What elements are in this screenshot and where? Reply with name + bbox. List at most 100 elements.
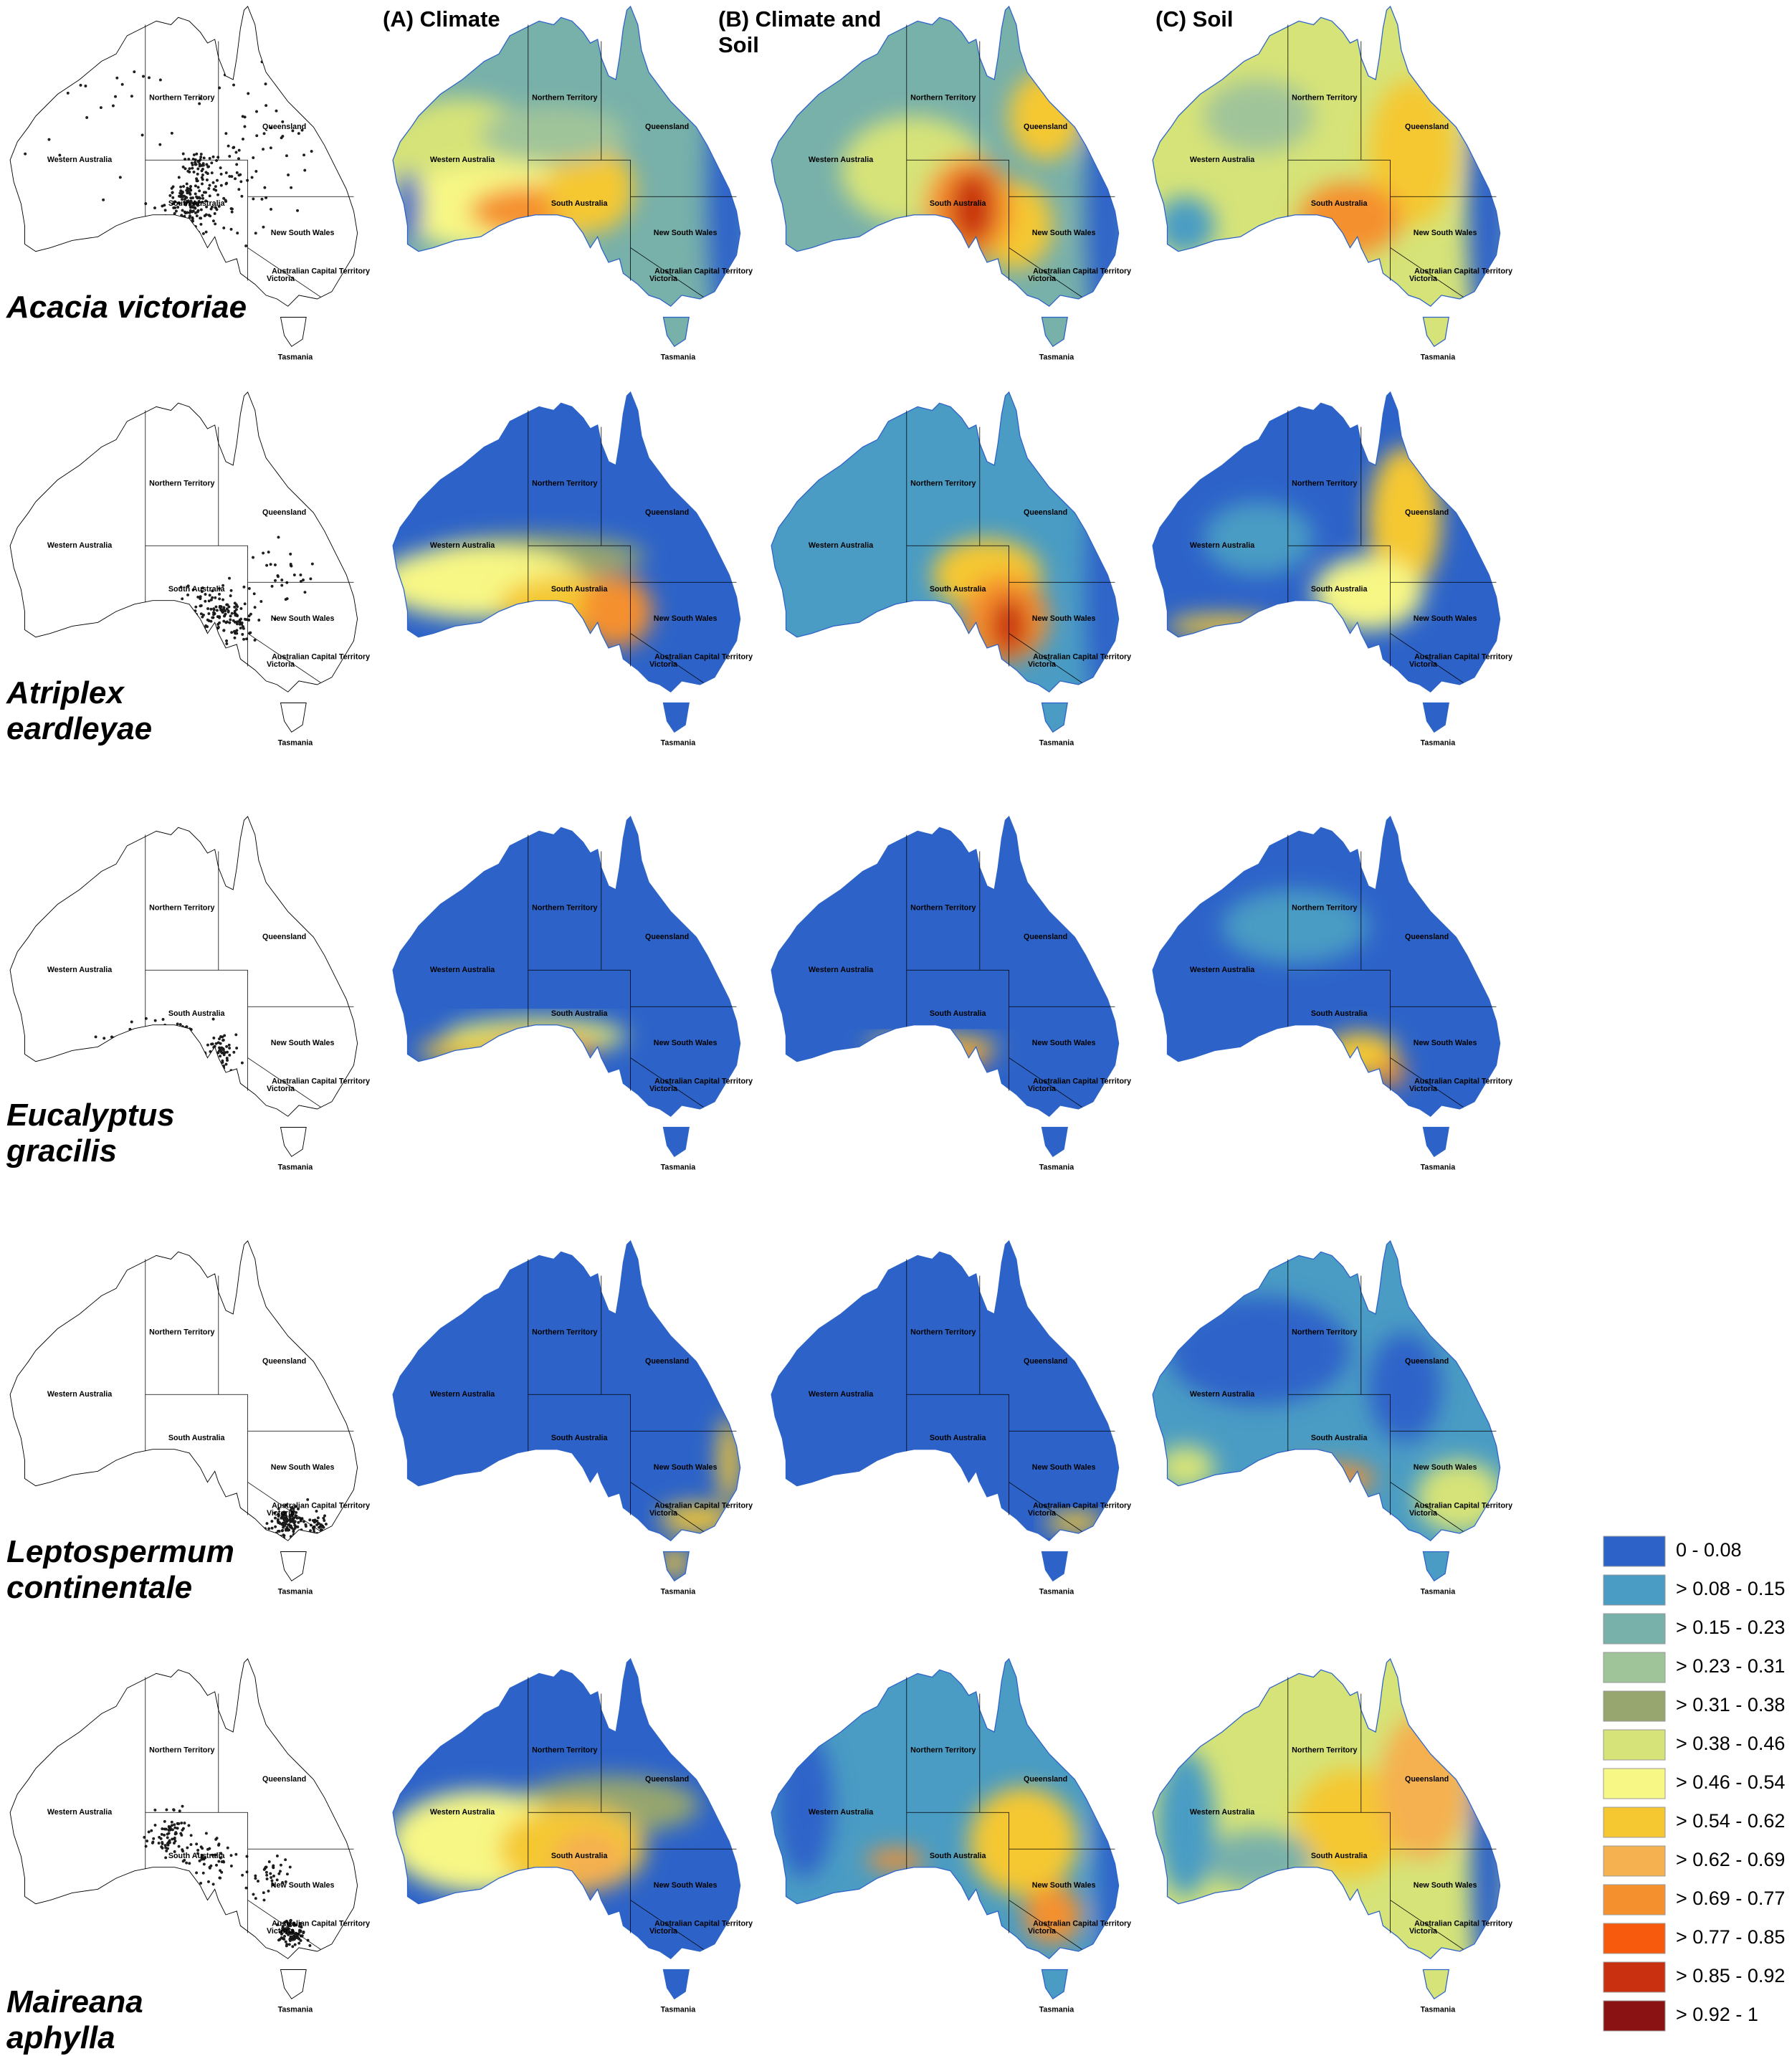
occurrence-point xyxy=(232,146,235,150)
occurrence-point xyxy=(222,619,226,623)
occurrence-point xyxy=(202,156,206,160)
occurrence-point xyxy=(267,1527,271,1531)
species-name: Maireana aphylla xyxy=(6,1984,143,2055)
occurrence-point xyxy=(142,1052,146,1056)
surface-base xyxy=(393,817,740,1157)
occurrence-point xyxy=(209,598,213,601)
surface-patch xyxy=(968,1786,1079,1897)
occurrence-point xyxy=(262,148,265,151)
occurrence-point xyxy=(218,1037,221,1041)
occurrence-point xyxy=(181,1850,185,1853)
occurrence-point xyxy=(262,1531,265,1534)
occurrence-point xyxy=(253,606,257,609)
occurrence-point xyxy=(252,1893,255,1896)
state-label: South Australia xyxy=(1311,1009,1368,1018)
occurrence-point xyxy=(299,574,302,577)
surface-base xyxy=(1153,1241,1500,1581)
occurrence-point xyxy=(235,620,239,624)
occurrence-point xyxy=(237,148,241,152)
occurrence-point xyxy=(225,1044,229,1048)
occurrence-point xyxy=(199,642,203,645)
occurrence-point xyxy=(194,609,197,613)
occurrence-point xyxy=(195,214,199,218)
surface-patch xyxy=(718,1416,740,1505)
occurrence-point xyxy=(267,1532,271,1536)
occurrence-point xyxy=(211,1042,214,1046)
state-label: Victoria xyxy=(267,1509,295,1518)
occurrence-point xyxy=(170,1054,173,1057)
occurrence-point xyxy=(233,636,237,639)
occurrence-point xyxy=(115,76,119,80)
occurrence-point xyxy=(211,616,214,619)
occurrence-point xyxy=(170,131,173,135)
australia-outline xyxy=(771,815,1120,1158)
state-label: New South Wales xyxy=(654,1463,718,1472)
state-label: Tasmania xyxy=(661,738,697,747)
occurrence-point xyxy=(217,1860,221,1863)
occurrence-point xyxy=(181,209,184,212)
legend-label: > 0.31 - 0.38 xyxy=(1676,1694,1785,1715)
state-border xyxy=(906,834,1115,1108)
occurrence-point xyxy=(200,1857,204,1861)
occurrence-point xyxy=(328,1528,331,1532)
occurrence-point xyxy=(181,198,184,201)
occurrence-point xyxy=(191,1044,194,1047)
occurrence-point xyxy=(75,72,78,75)
surface-base xyxy=(771,817,1119,1157)
occurrence-point xyxy=(316,1516,320,1520)
occurrence-point xyxy=(264,1870,268,1874)
occurrence-point xyxy=(320,1523,323,1526)
occurrence-point xyxy=(180,219,184,222)
occurrence-point xyxy=(284,1503,287,1507)
state-label: New South Wales xyxy=(1032,229,1096,237)
occurrence-point xyxy=(234,177,237,181)
occurrence-point xyxy=(174,209,178,213)
occurrence-point xyxy=(185,196,189,199)
occurrence-point xyxy=(229,614,232,618)
occurrence-point xyxy=(140,133,144,137)
australia-outline xyxy=(771,391,1120,733)
occurrence-point xyxy=(200,590,204,594)
state-label: Western Australia xyxy=(809,1808,874,1817)
occurrence-point xyxy=(153,1036,157,1039)
occurrence-point xyxy=(179,1832,183,1835)
occurrence-point xyxy=(174,220,178,224)
occurrence-point xyxy=(199,612,203,616)
occurrence-point xyxy=(191,196,194,200)
occurrence-point xyxy=(189,214,191,218)
occurrence-point xyxy=(223,1034,227,1037)
occurrence-point xyxy=(247,92,250,95)
occurrence-point xyxy=(133,70,136,74)
occurrence-point xyxy=(247,586,251,590)
surface-patch xyxy=(1222,890,1368,963)
occurrence-point xyxy=(224,1062,228,1066)
occurrence-point xyxy=(286,36,290,39)
occurrence-point xyxy=(265,1877,269,1880)
occurrence-point xyxy=(270,1876,273,1880)
state-label: New South Wales xyxy=(654,1039,718,1047)
occurrence-point xyxy=(161,1841,164,1845)
occurrence-point xyxy=(152,1060,156,1064)
occurrence-point xyxy=(219,166,222,170)
state-border xyxy=(145,1259,354,1532)
occurrence-point xyxy=(282,1526,285,1529)
occurrence-point xyxy=(197,196,201,199)
occurrence-point xyxy=(200,169,204,173)
suitability-surface xyxy=(1153,392,1500,733)
occurrence-point xyxy=(169,1038,173,1042)
surface-patch xyxy=(1299,181,1401,255)
occurrence-point xyxy=(120,82,124,86)
occurrence-point xyxy=(303,168,307,172)
occurrence-point xyxy=(241,624,244,628)
occurrence-point xyxy=(176,1050,179,1054)
legend-swatch xyxy=(1603,1652,1666,1683)
occurrence-point xyxy=(289,552,292,556)
occurrence-point xyxy=(187,1824,191,1827)
legend-swatch xyxy=(1603,1536,1666,1567)
occurrence-point xyxy=(168,194,172,197)
occurrence-point xyxy=(147,76,151,80)
state-label: Western Australia xyxy=(809,541,874,550)
legend-label: > 0.62 - 0.69 xyxy=(1676,1849,1785,1870)
occurrence-point xyxy=(184,203,188,206)
occurrence-point xyxy=(194,192,197,196)
